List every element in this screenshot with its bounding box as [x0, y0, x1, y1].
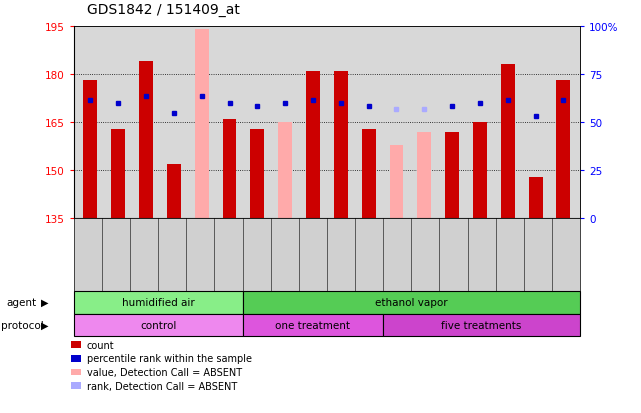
- Text: GSM101531: GSM101531: [83, 226, 92, 272]
- Text: GSM101532: GSM101532: [112, 226, 121, 272]
- Text: ethanol vapor: ethanol vapor: [375, 297, 447, 308]
- Text: GSM101534: GSM101534: [168, 226, 177, 272]
- Text: one treatment: one treatment: [276, 320, 351, 330]
- Bar: [445, 133, 459, 219]
- Bar: [390, 145, 403, 219]
- Text: ▶: ▶: [41, 320, 49, 330]
- Text: GSM101535: GSM101535: [196, 226, 205, 272]
- Bar: [334, 72, 348, 219]
- Bar: [222, 120, 237, 219]
- Text: value, Detection Call = ABSENT: value, Detection Call = ABSENT: [87, 367, 242, 377]
- Bar: [417, 133, 431, 219]
- Text: humidified air: humidified air: [122, 297, 194, 308]
- Bar: [362, 129, 376, 219]
- Text: GSM101548: GSM101548: [562, 226, 570, 272]
- Text: percentile rank within the sample: percentile rank within the sample: [87, 354, 251, 363]
- Text: GSM101540: GSM101540: [337, 226, 345, 272]
- Text: agent: agent: [6, 297, 37, 308]
- Bar: [251, 129, 264, 219]
- Text: GSM101536: GSM101536: [224, 226, 233, 272]
- Text: GSM101543: GSM101543: [421, 226, 430, 272]
- Text: GSM101541: GSM101541: [365, 226, 374, 272]
- Text: GSM101542: GSM101542: [393, 226, 402, 272]
- Text: GSM101538: GSM101538: [280, 226, 289, 272]
- Bar: [473, 123, 487, 219]
- Text: GSM101533: GSM101533: [140, 226, 149, 272]
- Bar: [83, 81, 97, 219]
- Bar: [167, 164, 181, 219]
- Bar: [195, 30, 209, 219]
- Text: protocol: protocol: [1, 320, 44, 330]
- Text: GDS1842 / 151409_at: GDS1842 / 151409_at: [87, 2, 239, 17]
- Bar: [306, 72, 320, 219]
- Text: five treatments: five treatments: [442, 320, 522, 330]
- Text: count: count: [87, 340, 114, 350]
- Bar: [278, 123, 292, 219]
- Text: control: control: [140, 320, 176, 330]
- Text: GSM101537: GSM101537: [252, 226, 261, 272]
- Text: rank, Detection Call = ABSENT: rank, Detection Call = ABSENT: [87, 381, 237, 391]
- Bar: [112, 129, 125, 219]
- Text: GSM101539: GSM101539: [308, 226, 317, 272]
- Text: GSM101546: GSM101546: [505, 226, 514, 272]
- Text: ▶: ▶: [41, 297, 49, 308]
- Text: GSM101547: GSM101547: [533, 226, 542, 272]
- Bar: [556, 81, 570, 219]
- Bar: [139, 62, 153, 219]
- Text: GSM101544: GSM101544: [449, 226, 458, 272]
- Bar: [529, 177, 542, 219]
- Bar: [501, 65, 515, 219]
- Text: GSM101545: GSM101545: [477, 226, 486, 272]
